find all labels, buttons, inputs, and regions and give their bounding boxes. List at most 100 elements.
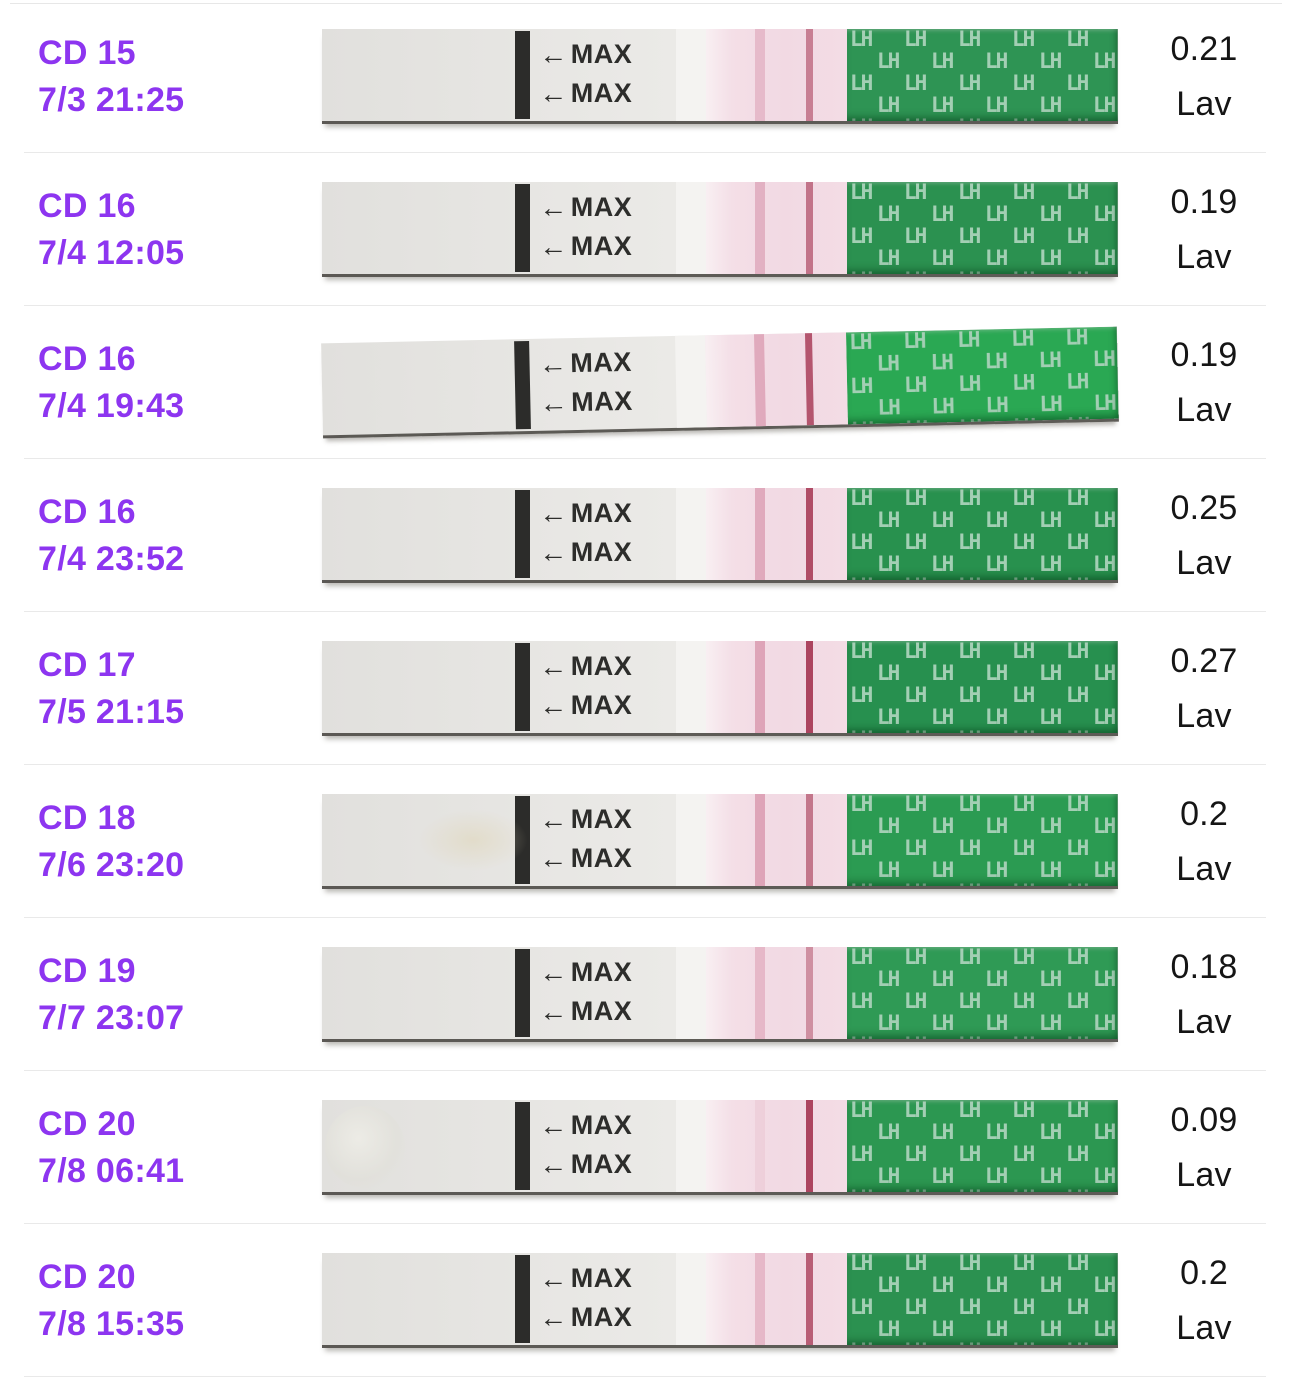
test-datetime-label: 7/5 21:15 <box>38 692 185 731</box>
max-text: MAX <box>570 385 633 418</box>
strip-green-handle <box>846 326 1119 425</box>
entry-label-block: CD 20 7/8 15:35 <box>0 1255 322 1347</box>
strip-photo-area: ← MAX ← MAX <box>322 1253 1118 1348</box>
max-text: MAX <box>570 498 633 529</box>
max-text: MAX <box>570 651 633 682</box>
test-entry-row[interactable]: CD 17 7/5 21:15 ← MAX <box>0 612 1290 765</box>
strip-photo-area: ← MAX ← MAX <box>322 29 1118 124</box>
strip-white-gap <box>676 794 707 886</box>
left-arrow-icon: ← <box>539 536 568 568</box>
max-label-top: ← MAX <box>539 1112 632 1140</box>
result-brand-label: Lav <box>1176 1309 1232 1347</box>
entry-label-block: CD 16 7/4 12:05 <box>0 184 322 276</box>
result-brand-label: Lav <box>1176 1156 1232 1194</box>
test-entry-row[interactable]: CD 20 7/8 06:41 ← MAX <box>0 1071 1290 1224</box>
test-ratio-value: 0.21 <box>1170 30 1238 68</box>
control-line <box>806 182 814 274</box>
strip-green-handle <box>847 182 1118 274</box>
max-label-top: ← MAX <box>539 959 632 987</box>
entry-label-block: CD 17 7/5 21:15 <box>0 643 322 735</box>
test-line <box>755 29 766 121</box>
test-entry-row[interactable]: CD 15 7/3 21:25 ← MAX <box>0 0 1290 153</box>
strip-photo-area: ← MAX ← MAX <box>322 182 1118 277</box>
strip-white-gap <box>676 182 707 274</box>
left-arrow-icon: ← <box>539 230 568 262</box>
left-arrow-icon: ← <box>539 39 568 71</box>
cycle-day-label: CD 16 <box>38 492 136 531</box>
strip-white-gap <box>676 29 707 121</box>
result-value-block: 0.2 Lav <box>1118 794 1290 889</box>
strip-result-window <box>704 332 849 428</box>
max-label-bottom: ← MAX <box>539 230 633 262</box>
max-fill-bar <box>514 183 530 273</box>
test-datetime-label: 7/8 06:41 <box>38 1151 185 1190</box>
test-ratio-value: 0.2 <box>1180 795 1228 833</box>
test-line <box>755 1253 766 1345</box>
result-brand-label: Lav <box>1176 1003 1232 1041</box>
strip-green-handle <box>847 488 1118 580</box>
cycle-day-label: CD 16 <box>38 339 136 378</box>
strip-photo-artifact <box>417 808 528 871</box>
max-label-top: ← MAX <box>539 1265 632 1293</box>
result-value-block: 0.09 Lav <box>1118 1100 1290 1195</box>
cycle-day-label: CD 20 <box>38 1104 136 1143</box>
test-strip-photo: ← MAX ← MAX <box>322 947 1118 1042</box>
max-text: MAX <box>570 1148 633 1179</box>
test-ratio-value: 0.09 <box>1170 1101 1238 1139</box>
test-entry-row[interactable]: CD 18 7/6 23:20 ← MAX <box>0 765 1290 918</box>
test-strip-photo: ← MAX ← MAX <box>322 641 1118 736</box>
max-fill-bar <box>514 1101 530 1191</box>
control-line <box>806 1100 814 1192</box>
strip-white-gap <box>675 335 708 428</box>
left-arrow-icon: ← <box>538 348 568 381</box>
test-line <box>755 1100 766 1192</box>
test-ratio-value: 0.25 <box>1170 489 1238 527</box>
test-ratio-value: 0.18 <box>1170 948 1238 986</box>
cycle-day-label: CD 15 <box>38 33 136 72</box>
test-strip-photo: ← MAX ← MAX <box>322 1253 1118 1348</box>
cycle-day-label: CD 18 <box>38 798 136 837</box>
left-arrow-icon: ← <box>539 77 568 109</box>
max-labels: ← MAX ← MAX <box>539 953 632 1030</box>
max-text: MAX <box>570 192 633 223</box>
control-line <box>806 794 814 886</box>
result-value-block: 0.27 Lav <box>1118 641 1290 736</box>
test-line <box>755 794 766 886</box>
max-labels: ← MAX ← MAX <box>539 800 632 877</box>
test-entry-row[interactable]: CD 20 7/8 15:35 ← MAX <box>0 1224 1290 1377</box>
strip-green-handle <box>847 641 1118 733</box>
max-fill-bar <box>514 948 530 1038</box>
strip-green-handle <box>847 29 1118 121</box>
test-entry-row[interactable]: CD 19 7/7 23:07 ← MAX <box>0 918 1290 1071</box>
test-entry-row[interactable]: CD 16 7/4 12:05 ← MAX <box>0 153 1290 306</box>
max-label-bottom: ← MAX <box>539 691 632 719</box>
cycle-day-label: CD 16 <box>38 186 136 225</box>
max-label-top: ← MAX <box>539 498 633 529</box>
control-line <box>806 29 814 121</box>
entry-label-block: CD 16 7/4 23:52 <box>0 490 322 582</box>
cycle-day-label: CD 19 <box>38 951 136 990</box>
strip-result-window <box>705 947 848 1039</box>
strip-result-window <box>705 1100 848 1192</box>
test-ratio-value: 0.19 <box>1170 336 1238 374</box>
left-arrow-icon: ← <box>539 387 569 419</box>
max-text: MAX <box>570 230 633 261</box>
result-brand-label: Lav <box>1176 850 1232 888</box>
cycle-day-label: CD 17 <box>38 645 136 684</box>
strip-photo-area: ← MAX ← MAX <box>322 794 1118 889</box>
test-line <box>755 947 766 1039</box>
max-label-top: ← MAX <box>539 39 632 71</box>
test-datetime-label: 7/4 23:52 <box>38 539 185 578</box>
strip-result-window <box>705 29 848 121</box>
test-datetime-label: 7/7 23:07 <box>38 998 185 1037</box>
left-arrow-icon: ← <box>539 1148 568 1180</box>
max-fill-bar <box>514 642 530 732</box>
strip-result-window <box>705 182 848 274</box>
test-entry-row[interactable]: CD 16 7/4 19:43 ← MAX <box>0 306 1290 459</box>
test-entry-row[interactable]: CD 16 7/4 23:52 ← MAX <box>0 459 1290 612</box>
strip-result-window <box>705 488 848 580</box>
result-value-block: 0.21 Lav <box>1118 29 1290 124</box>
test-strip-photo: ← MAX ← MAX <box>322 488 1118 583</box>
max-labels: ← MAX ← MAX <box>539 1259 632 1336</box>
